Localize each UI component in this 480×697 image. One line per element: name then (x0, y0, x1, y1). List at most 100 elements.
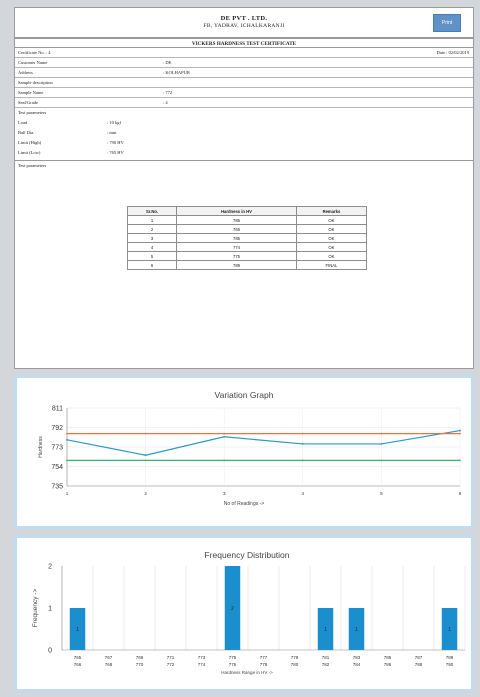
bar (69, 608, 86, 650)
field-row: Seal/Grade: 4 (15, 98, 473, 108)
certificate-sheet: DE PVT . LTD. FB, YADRAV, ICHALKARANJI P… (14, 7, 474, 369)
table-cell: 6 (126, 260, 178, 270)
table-header-row: Sr.No. Hardness in HV Remarks (126, 206, 368, 216)
y-axis-label: Frequency -> (32, 589, 39, 628)
field-label: Address (18, 70, 33, 75)
y-tick-label: 1 (48, 606, 52, 613)
field-value: : KOLHAPUR (163, 70, 190, 75)
data-point (144, 432, 147, 435)
table-header-cell: Sr.No. (126, 206, 178, 216)
test-param-label: Limit (High) (18, 140, 42, 145)
table-row: 2 765 OK (126, 224, 368, 234)
test-param-label: Ball Dia. (18, 130, 35, 135)
table-cell: 774 (176, 242, 297, 252)
table-cell: 785 (176, 215, 297, 225)
table-cell: OK (295, 215, 368, 225)
y-tick-label: 0 (48, 648, 52, 655)
x-tick-label-top: 783 (353, 655, 361, 660)
x-tick-label-top: 771 (167, 655, 175, 660)
test-param-label: Limit (Low) (18, 150, 41, 155)
y-tick-label: 754 (51, 464, 63, 471)
table-cell: OK (295, 251, 368, 261)
company-name: DE PVT . LTD. (220, 15, 268, 22)
y-tick-label: 792 (51, 425, 63, 432)
x-axis-label: Hardness Range in HV -> (221, 670, 273, 675)
field-label: Customer Name (18, 60, 48, 65)
table-cell: 1 (126, 215, 178, 225)
results-heading: Test parameters (18, 163, 47, 168)
variation-graph-panel: Variation Graph 735 754 773 792 811 1 2 3 4 5 6 No o… (14, 375, 474, 529)
x-tick-label: 4 (302, 491, 305, 496)
table-row: 6 789 FINAL (126, 260, 368, 270)
data-point (223, 459, 226, 462)
field-value: : DE (163, 60, 172, 65)
x-tick-label-bottom: 788 (415, 662, 423, 667)
x-tick-label-top: 775 (229, 655, 237, 660)
x-tick-label-bottom: 782 (322, 662, 330, 667)
table-row: 5 775 OK (126, 251, 368, 261)
x-tick-label-bottom: 770 (136, 662, 144, 667)
field-label: Sample Name (18, 90, 44, 95)
test-parameters-block: Test parameters Load: 10 kgf Ball Dia.: m… (15, 108, 473, 161)
data-point (144, 459, 147, 462)
chart-title: Frequency Distribution (204, 550, 289, 560)
test-param-row: Limit (Low) : 765 HV (15, 148, 473, 158)
bar (224, 566, 241, 650)
bar-data-label: 1 (324, 627, 327, 633)
certificate-title: VICKERS HARDNESS TEST CERTIFICATE (15, 38, 473, 48)
variation-graph: Variation Graph 735 754 773 792 811 1 2 3 4 5 6 No o… (38, 390, 462, 507)
y-tick-label: 735 (51, 484, 63, 491)
x-tick-label-bottom: 772 (167, 662, 175, 667)
table-cell: 775 (176, 251, 297, 261)
hardness-table: Sr.No. Hardness in HV Remarks 1 785 OK 2 765 OK… (126, 206, 368, 270)
x-tick-label-bottom: 768 (105, 662, 113, 667)
x-tick-label-top: 777 (260, 655, 268, 660)
x-tick-label-top: 781 (322, 655, 330, 660)
x-tick-label: 5 (380, 491, 383, 496)
company-address: FB, YADRAV, ICHALKARANJI (203, 23, 285, 29)
x-tick-label: 1 (66, 491, 69, 496)
test-param-value: : 765 HV (107, 150, 124, 155)
data-point (144, 454, 147, 457)
test-param-label: Load (18, 120, 28, 125)
data-point (301, 432, 304, 435)
field-value: : 772 (163, 90, 173, 95)
x-tick-label-top: 769 (136, 655, 144, 660)
x-tick-label-bottom: 776 (229, 662, 237, 667)
x-tick-label-bottom: 790 (446, 662, 454, 667)
data-point (66, 438, 68, 441)
table-cell: 785 (176, 233, 297, 243)
certificate-header: DE PVT . LTD. FB, YADRAV, ICHALKARANJI P… (15, 8, 473, 38)
field-row: Sample description (15, 78, 473, 88)
x-tick-label: 2 (144, 491, 147, 496)
x-tick-label-top: 785 (384, 655, 392, 660)
table-cell: OK (295, 242, 368, 252)
data-point (223, 432, 226, 435)
table-cell: 765 (176, 224, 297, 234)
data-point (459, 459, 461, 462)
y-axis-label: Hardness (38, 436, 44, 458)
field-label: Seal/Grade (18, 100, 38, 105)
test-param-row: Load: 10 kgf (15, 118, 473, 128)
certificate-date: Date : 02/02/2019 (436, 50, 470, 55)
table-header-cell: Hardness in HV (176, 206, 297, 216)
bar (441, 608, 458, 650)
table-cell: 789 (176, 260, 297, 270)
frequency-distribution-panel: Frequency Distribution 0 1 2 1 765 766 767 768 76… (14, 535, 474, 692)
certificate-number: Certificate No. : 4 (18, 50, 51, 55)
y-tick-label: 773 (51, 445, 63, 452)
print-button[interactable]: Print (433, 14, 461, 32)
x-tick-label-bottom: 766 (74, 662, 82, 667)
field-label: Sample description (18, 80, 53, 85)
x-tick-label-top: 773 (198, 655, 206, 660)
table-row: 1 785 OK (126, 215, 368, 225)
x-tick-label-top: 787 (415, 655, 423, 660)
table-row: 3 785 OK (126, 233, 368, 243)
x-tick-label-top: 789 (446, 655, 454, 660)
table-cell: 3 (126, 233, 178, 243)
x-tick-label-bottom: 786 (384, 662, 392, 667)
table-cell: 4 (126, 242, 178, 252)
data-point (66, 459, 68, 462)
bar-data-label: 1 (448, 627, 451, 633)
data-point (380, 432, 383, 435)
